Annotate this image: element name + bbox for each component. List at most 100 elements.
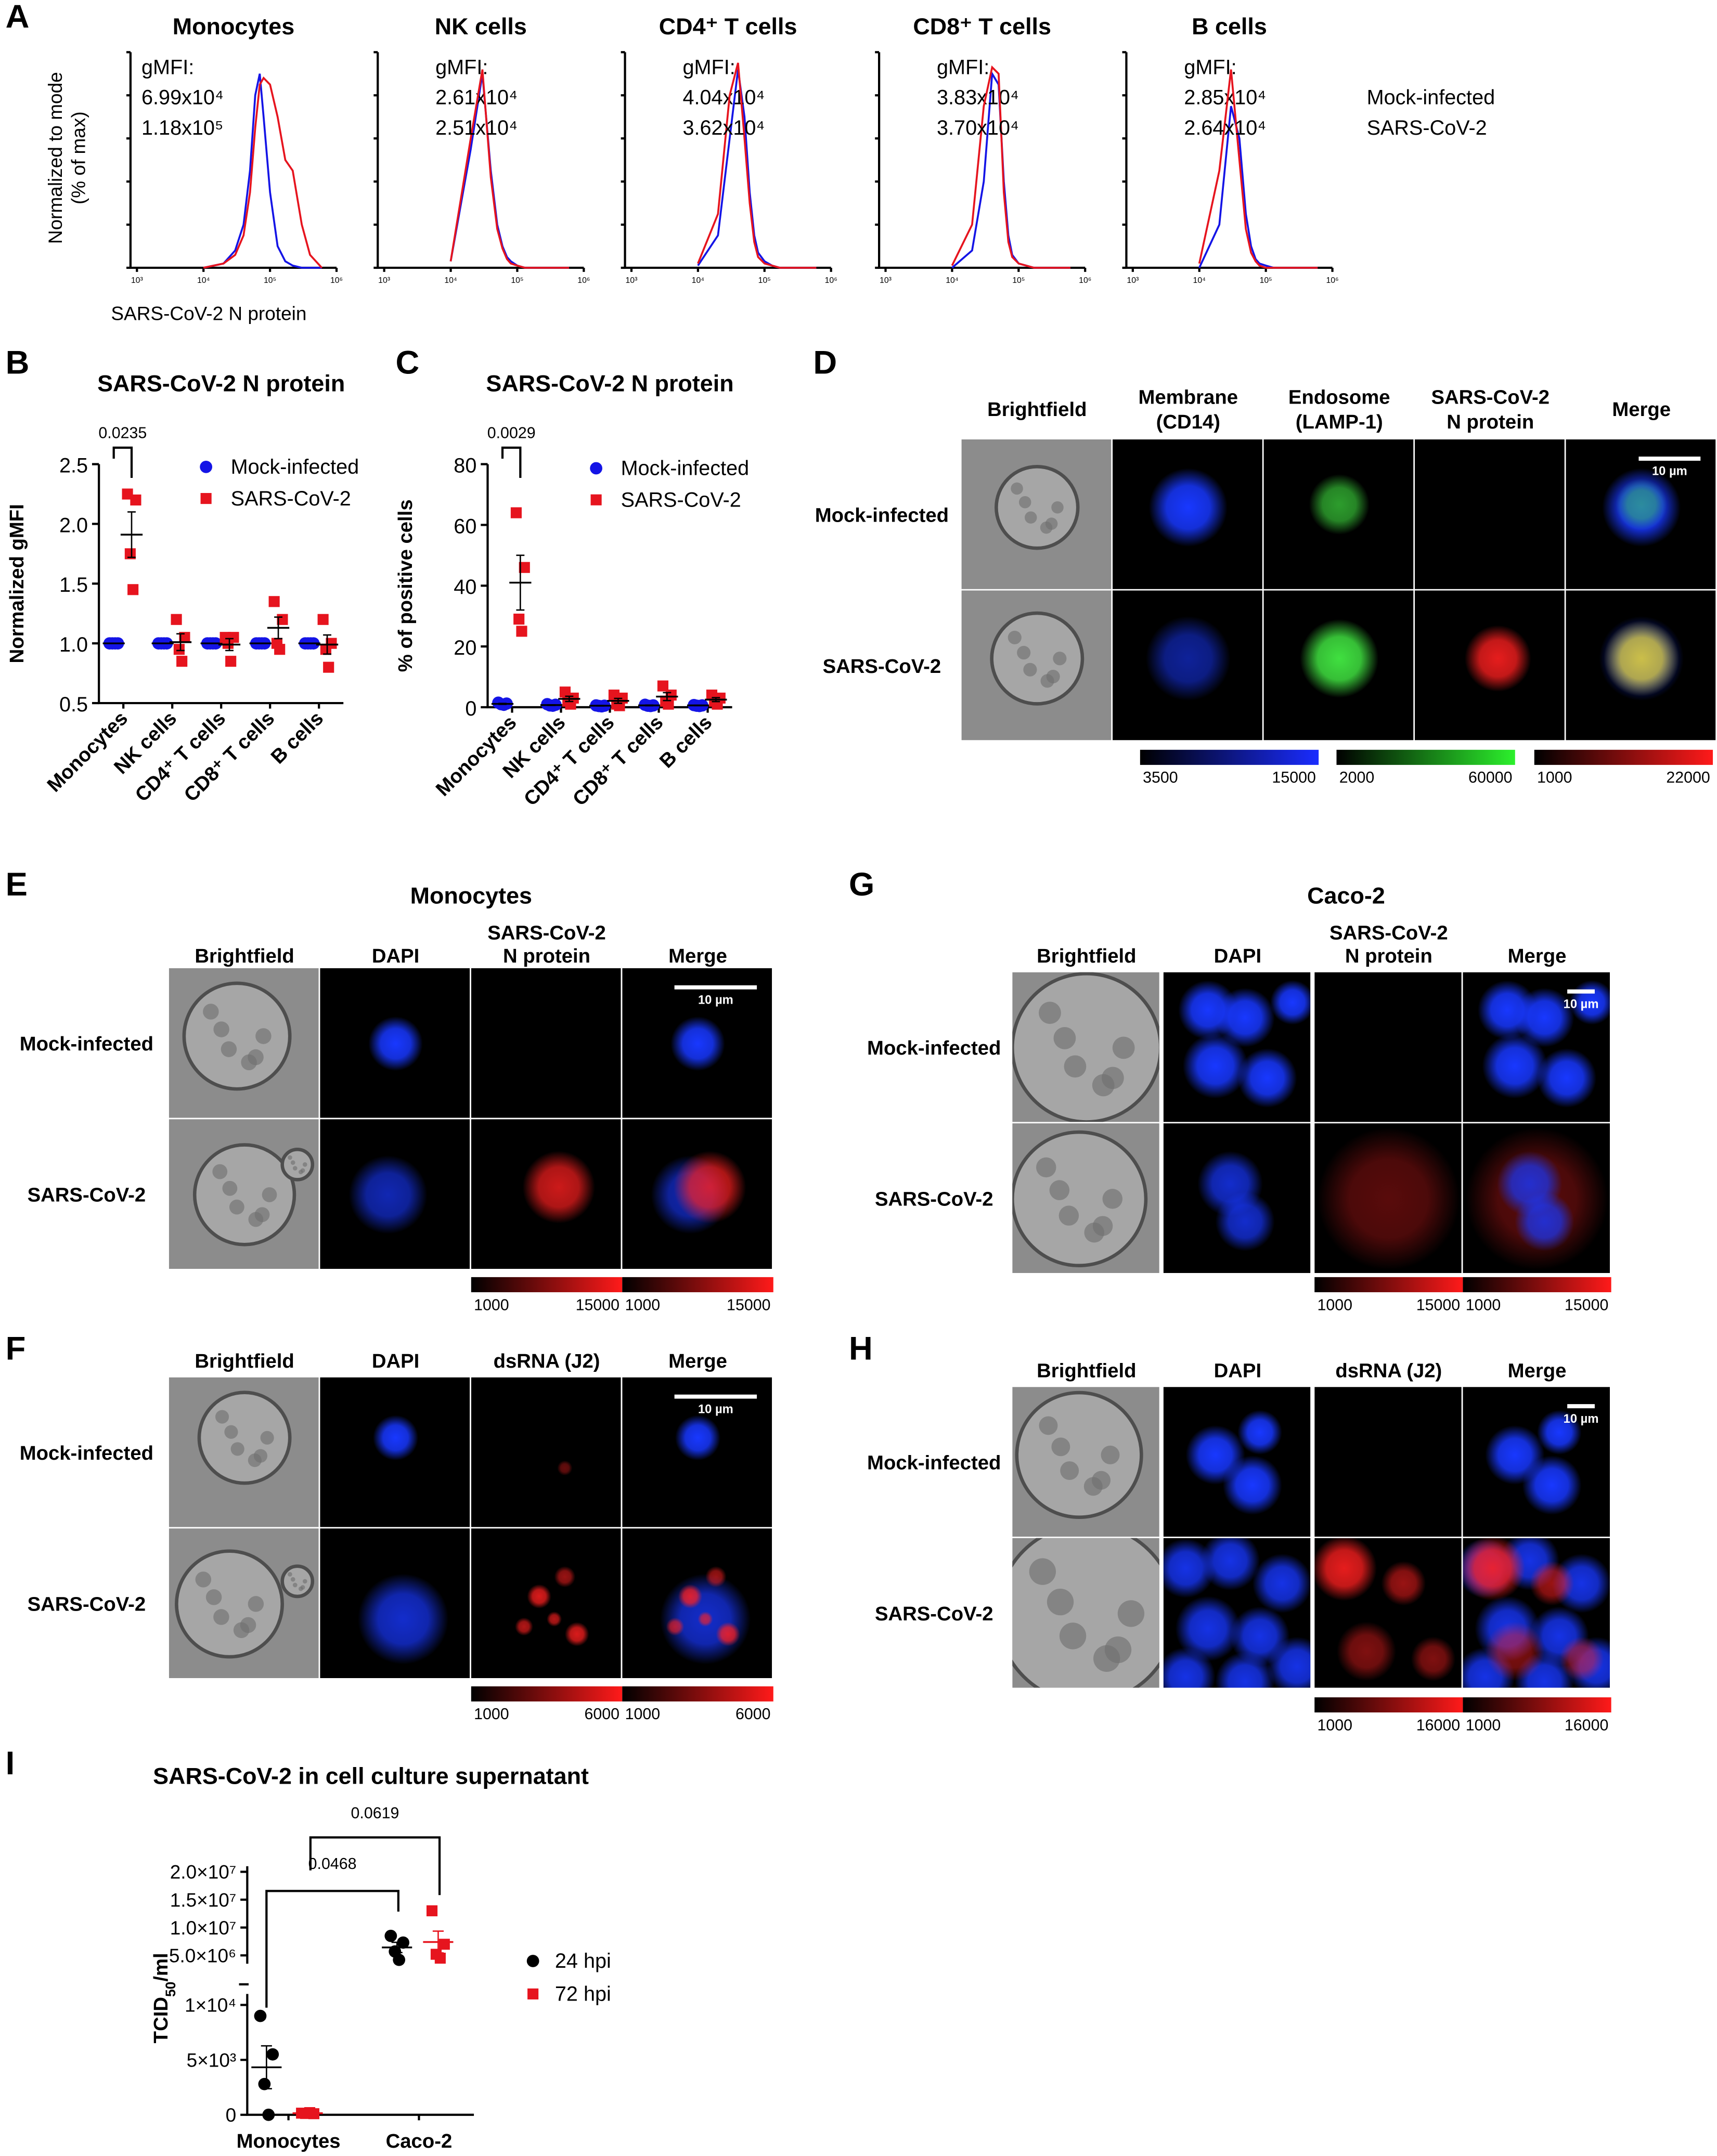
data-point bbox=[254, 2009, 267, 2022]
fluorescent-signal bbox=[554, 1566, 576, 1588]
x-tick-label: 10⁴ bbox=[946, 276, 959, 285]
colorbar-max: 22000 bbox=[1666, 769, 1710, 786]
column-header: dsRNA (J2) bbox=[494, 1350, 600, 1372]
granule bbox=[1051, 501, 1064, 514]
micrograph bbox=[1463, 1387, 1610, 1537]
data-point bbox=[614, 700, 625, 711]
fluorescence-image bbox=[471, 968, 621, 1118]
fluorescent-signal bbox=[674, 1151, 746, 1224]
colorbar-max: 6000 bbox=[735, 1706, 771, 1723]
fluorescent-signal bbox=[1163, 1647, 1216, 1688]
fluorescent-signal bbox=[1215, 988, 1275, 1047]
fluorescent-signal bbox=[348, 1155, 428, 1234]
colorbar bbox=[471, 1686, 623, 1702]
data-point bbox=[513, 613, 525, 625]
fluorescent-signal bbox=[564, 1622, 589, 1646]
panel-label: F bbox=[6, 1330, 26, 1367]
data-point bbox=[510, 507, 522, 518]
granule bbox=[1011, 482, 1023, 495]
colorbar-max: 15000 bbox=[1272, 769, 1315, 786]
error-bar bbox=[565, 695, 574, 703]
data-point bbox=[663, 698, 674, 710]
cell-outline bbox=[1012, 972, 1159, 1122]
p-value: 0.0619 bbox=[351, 1804, 399, 1822]
row-label: Mock-infected bbox=[867, 1037, 1001, 1059]
fluorescence-image bbox=[471, 1377, 621, 1527]
y-axis-label: % of positive cells bbox=[394, 499, 417, 672]
scale-bar-label: 10 µm bbox=[698, 1402, 733, 1416]
data-point bbox=[171, 614, 182, 625]
fluorescent-signal bbox=[1604, 620, 1680, 696]
row-label: Mock-infected bbox=[20, 1033, 153, 1055]
granule bbox=[248, 1596, 264, 1612]
y-axis-label: (% of max) bbox=[68, 111, 89, 204]
colorbar bbox=[1336, 749, 1515, 765]
data-point bbox=[438, 1939, 450, 1950]
gmfi-value: 4.04x10⁴ bbox=[682, 86, 765, 109]
micrograph bbox=[1566, 590, 1716, 741]
granule bbox=[1064, 1055, 1087, 1078]
chart-title: SARS-CoV-2 N protein bbox=[486, 370, 733, 397]
data-point bbox=[565, 698, 576, 710]
fluorescent-signal bbox=[1267, 1637, 1311, 1688]
micrograph bbox=[1263, 590, 1414, 741]
granule bbox=[212, 1164, 228, 1179]
granule bbox=[292, 1166, 298, 1171]
column-header: Merge bbox=[668, 1350, 727, 1372]
histogram-line bbox=[697, 62, 817, 269]
x-tick-label: 10⁵ bbox=[264, 276, 276, 285]
gmfi-value: 3.83x10⁴ bbox=[937, 86, 1019, 109]
data-point bbox=[222, 638, 234, 649]
micrograph bbox=[471, 968, 621, 1118]
column-header: SARS-CoV-2 bbox=[487, 921, 606, 944]
error-bar bbox=[274, 616, 282, 640]
y-axis-label-part: TCID bbox=[150, 1997, 172, 2043]
granule bbox=[1046, 669, 1060, 684]
granule bbox=[1018, 496, 1031, 509]
fluorescent-signal bbox=[1522, 1455, 1582, 1515]
error-bar bbox=[516, 554, 525, 611]
column-header: Brightfield bbox=[1037, 1360, 1136, 1382]
fluorescent-signal bbox=[357, 1574, 449, 1665]
granule bbox=[1101, 1445, 1120, 1464]
column-header: N protein bbox=[1345, 945, 1432, 967]
legend-label: SARS-CoV-2 bbox=[231, 487, 351, 510]
granule bbox=[1053, 1027, 1076, 1049]
error-bar bbox=[663, 692, 672, 702]
fluorescent-signal bbox=[522, 1151, 596, 1224]
granule bbox=[240, 1617, 256, 1633]
y-tick-label: 5.0×10⁶ bbox=[169, 1945, 236, 1966]
fluorescent-signal bbox=[1463, 1538, 1526, 1601]
colorbar bbox=[1534, 749, 1713, 765]
error-bar bbox=[225, 638, 234, 652]
granule bbox=[292, 1582, 298, 1588]
y-tick-label: 60 bbox=[454, 515, 476, 538]
micrograph bbox=[1113, 590, 1262, 741]
granule bbox=[1117, 1600, 1145, 1627]
row-label: Mock-infected bbox=[20, 1442, 153, 1464]
y-tick-label: 2.0×10⁷ bbox=[170, 1862, 236, 1883]
micrograph bbox=[1463, 972, 1610, 1122]
micrograph bbox=[1314, 1123, 1462, 1273]
y-tick-label: 1×10⁴ bbox=[185, 1995, 236, 2016]
column-header: Brightfield bbox=[195, 1350, 294, 1372]
data-point bbox=[527, 1988, 539, 1999]
granule bbox=[203, 1004, 219, 1020]
error-bar bbox=[694, 704, 702, 707]
granule bbox=[1039, 1002, 1061, 1024]
micrograph bbox=[1113, 439, 1262, 589]
fluorescent-signal bbox=[1237, 1048, 1297, 1108]
gmfi-title: gMFI: bbox=[682, 56, 735, 79]
fluorescent-signal bbox=[666, 1617, 685, 1636]
x-tick-label: 10⁵ bbox=[511, 276, 523, 285]
x-tick-label: 10⁵ bbox=[1012, 276, 1025, 285]
granule bbox=[248, 1049, 264, 1066]
y-tick-label: 80 bbox=[454, 454, 476, 477]
fluorescent-signal bbox=[372, 1415, 419, 1461]
colorbar-min: 1000 bbox=[474, 1706, 509, 1723]
data-point bbox=[590, 494, 602, 505]
data-point bbox=[262, 2108, 275, 2121]
micrograph bbox=[320, 1119, 470, 1269]
data-point bbox=[657, 680, 669, 692]
